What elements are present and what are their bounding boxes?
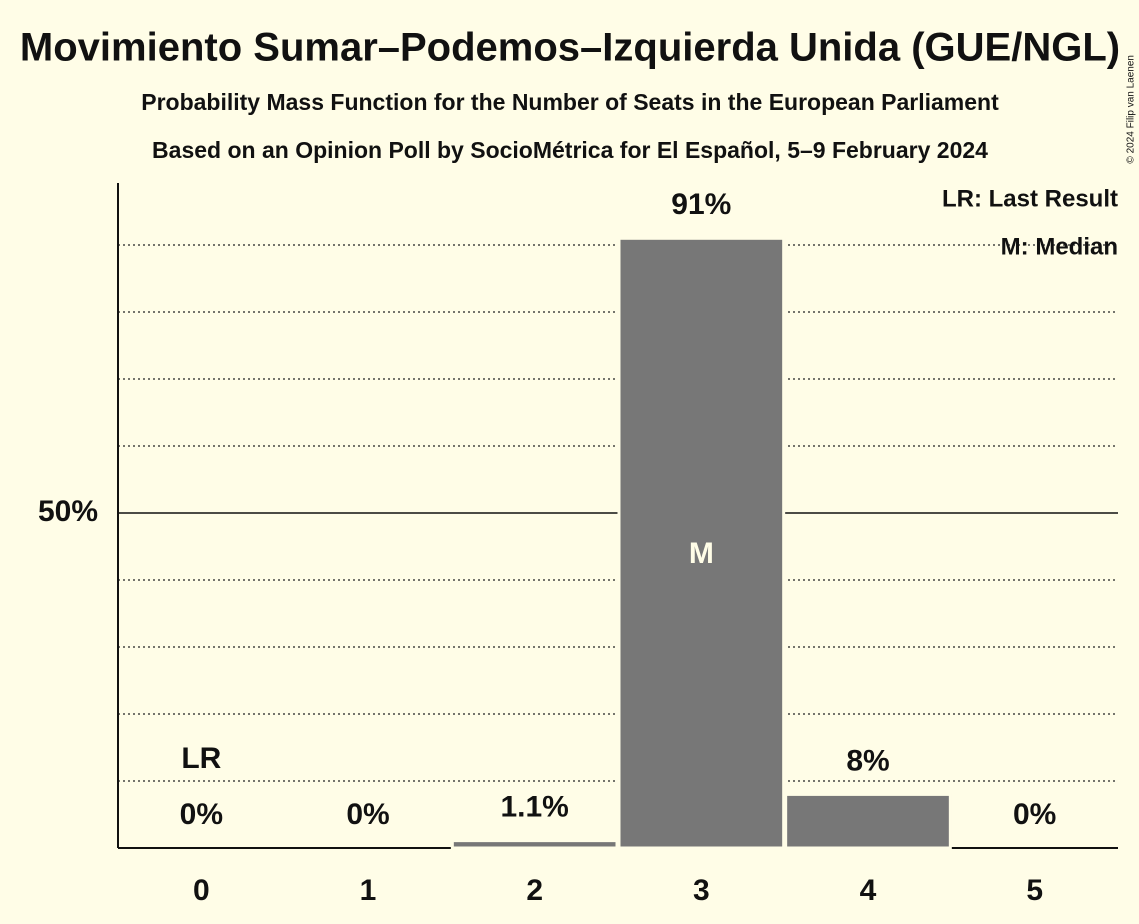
chart-subtitle: Probability Mass Function for the Number… bbox=[141, 89, 999, 115]
value-label: 0% bbox=[1013, 798, 1056, 831]
y-tick-label: 50% bbox=[38, 495, 98, 528]
x-tick-label: 4 bbox=[860, 874, 877, 907]
value-label: 0% bbox=[346, 798, 389, 831]
chart-title: Movimiento Sumar–Podemos–Izquierda Unida… bbox=[20, 26, 1120, 70]
last-result-marker: LR bbox=[181, 742, 221, 775]
value-label: 91% bbox=[671, 188, 731, 221]
chart-subtitle: Based on an Opinion Poll by SocioMétrica… bbox=[152, 137, 988, 163]
x-tick-label: 5 bbox=[1026, 874, 1043, 907]
legend-entry: LR: Last Result bbox=[942, 185, 1118, 212]
x-tick-label: 0 bbox=[193, 874, 210, 907]
bar bbox=[784, 792, 952, 850]
value-label: 1.1% bbox=[500, 791, 568, 824]
x-tick-label: 2 bbox=[526, 874, 543, 907]
value-label: 8% bbox=[846, 744, 889, 777]
x-tick-label: 3 bbox=[693, 874, 710, 907]
bar bbox=[617, 236, 786, 850]
value-label: 0% bbox=[180, 798, 223, 831]
copyright: © 2024 Filip van Laenen bbox=[1126, 55, 1137, 164]
legend-entry: M: Median bbox=[1001, 233, 1118, 260]
median-marker: M bbox=[689, 537, 714, 570]
bar bbox=[450, 839, 619, 850]
x-tick-label: 1 bbox=[360, 874, 377, 907]
